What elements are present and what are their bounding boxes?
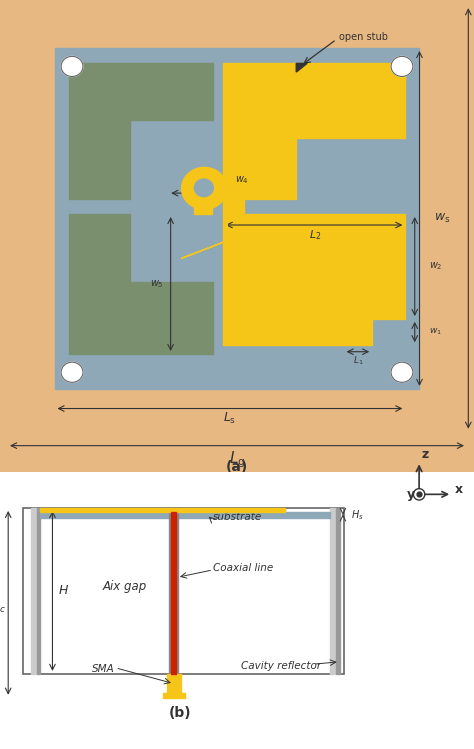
Text: $L_\mathrm{g}$: $L_\mathrm{g}$ [229, 449, 245, 470]
Text: $w_1$: $w_1$ [429, 327, 442, 337]
Text: Cavity reflector: Cavity reflector [241, 661, 321, 671]
Bar [166, 674, 181, 694]
Polygon shape [223, 64, 405, 198]
Text: $L_3$: $L_3$ [190, 179, 201, 192]
Circle shape [61, 363, 83, 382]
Bar [23, 508, 344, 674]
Bar [163, 694, 185, 697]
Text: $w_\mathrm{s}$: $w_\mathrm{s}$ [434, 212, 450, 225]
Text: $H$: $H$ [58, 584, 69, 598]
Circle shape [413, 488, 425, 500]
Text: $\mathbf{y}$: $\mathbf{y}$ [406, 489, 416, 503]
Text: (b): (b) [169, 706, 191, 720]
Text: $\mathbf{z}$: $\mathbf{z}$ [421, 448, 430, 461]
Text: substrate: substrate [213, 512, 262, 522]
Circle shape [391, 56, 413, 76]
Text: $L_2$: $L_2$ [309, 228, 321, 242]
Text: SMA: SMA [92, 664, 115, 674]
Circle shape [61, 56, 83, 76]
Text: (a): (a) [226, 460, 248, 473]
Bar [170, 512, 178, 674]
Bar [40, 512, 330, 518]
Bar [37, 508, 40, 674]
Text: $w_4$: $w_4$ [235, 174, 248, 186]
Circle shape [194, 179, 213, 197]
Text: Coaxial line: Coaxial line [213, 563, 273, 573]
Text: $\mathbf{x}$: $\mathbf{x}$ [454, 483, 464, 496]
Bar [337, 508, 340, 674]
Bar [172, 512, 176, 674]
Text: open stub: open stub [339, 32, 388, 42]
Bar [40, 509, 284, 512]
Bar [223, 198, 244, 214]
Text: $L_\mathrm{s}$: $L_\mathrm{s}$ [223, 411, 237, 426]
Circle shape [391, 363, 413, 382]
Text: $H_c$: $H_c$ [0, 600, 7, 615]
Text: $L_1$: $L_1$ [353, 354, 363, 367]
Text: $w_5$: $w_5$ [150, 278, 163, 290]
Bar [31, 508, 37, 674]
Bar [194, 188, 212, 214]
Polygon shape [69, 214, 213, 354]
Text: $w_2$: $w_2$ [429, 261, 443, 273]
Polygon shape [69, 64, 213, 198]
Bar [330, 508, 337, 674]
Text: $H_s$: $H_s$ [351, 508, 364, 521]
Polygon shape [296, 64, 307, 72]
Polygon shape [223, 214, 405, 345]
Text: Aix gap: Aix gap [102, 580, 147, 593]
Bar [55, 48, 419, 389]
